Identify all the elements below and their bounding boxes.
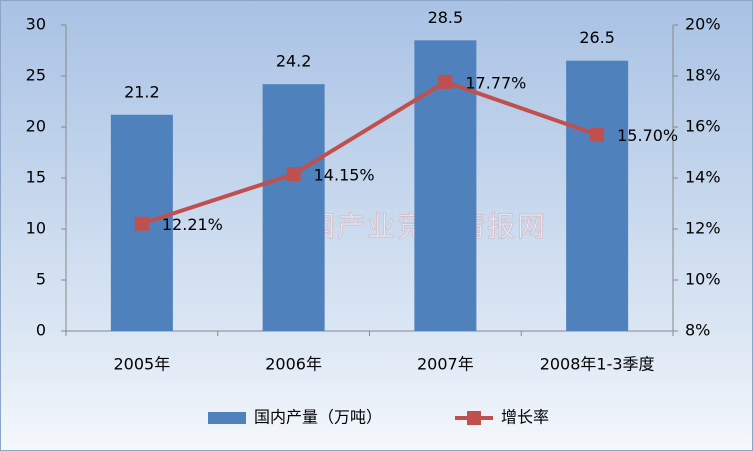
y2-tick-label: 20% bbox=[685, 15, 721, 34]
line-value-label: 15.70% bbox=[617, 126, 678, 145]
legend-label: 国内产量（万吨） bbox=[254, 408, 382, 427]
y-tick-label: 25 bbox=[26, 66, 46, 85]
x-tick-label: 2005年 bbox=[114, 355, 171, 374]
y2-tick-label: 16% bbox=[685, 117, 721, 136]
bar bbox=[566, 60, 629, 331]
y-tick-label: 20 bbox=[26, 117, 46, 136]
line-value-label: 12.21% bbox=[162, 215, 223, 234]
line bbox=[141, 79, 598, 226]
line-marker bbox=[286, 167, 301, 182]
y2-tick-label: 10% bbox=[685, 270, 721, 289]
y2-tick-label: 18% bbox=[685, 66, 721, 85]
bar-value-label: 21.2 bbox=[124, 82, 160, 101]
legend-label: 增长率 bbox=[501, 408, 549, 427]
bar bbox=[262, 84, 325, 331]
x-tick-label: 2006年 bbox=[265, 355, 322, 374]
bar-value-label: 24.2 bbox=[276, 52, 312, 71]
line-marker bbox=[134, 216, 149, 231]
legend-swatch bbox=[467, 411, 481, 425]
line-value-label: 17.77% bbox=[465, 73, 526, 92]
bar-value-label: 28.5 bbox=[428, 8, 464, 27]
line-marker bbox=[438, 74, 453, 89]
y-tick-label: 10 bbox=[26, 219, 46, 238]
x-tick-label: 2007年 bbox=[417, 355, 474, 374]
y2-tick-label: 12% bbox=[685, 219, 721, 238]
y2-tick-label: 8% bbox=[685, 321, 710, 340]
y-tick-label: 5 bbox=[36, 270, 46, 289]
y-tick-label: 30 bbox=[26, 15, 46, 34]
y-tick-label: 0 bbox=[36, 321, 46, 340]
line-value-label: 14.15% bbox=[314, 166, 375, 185]
x-tick-label: 2008年1-3季度 bbox=[540, 355, 655, 374]
bar-value-label: 26.5 bbox=[579, 28, 615, 47]
y2-tick-label: 14% bbox=[685, 168, 721, 187]
y-tick-label: 15 bbox=[26, 168, 46, 187]
line-marker bbox=[590, 127, 605, 142]
legend-swatch bbox=[208, 412, 246, 424]
